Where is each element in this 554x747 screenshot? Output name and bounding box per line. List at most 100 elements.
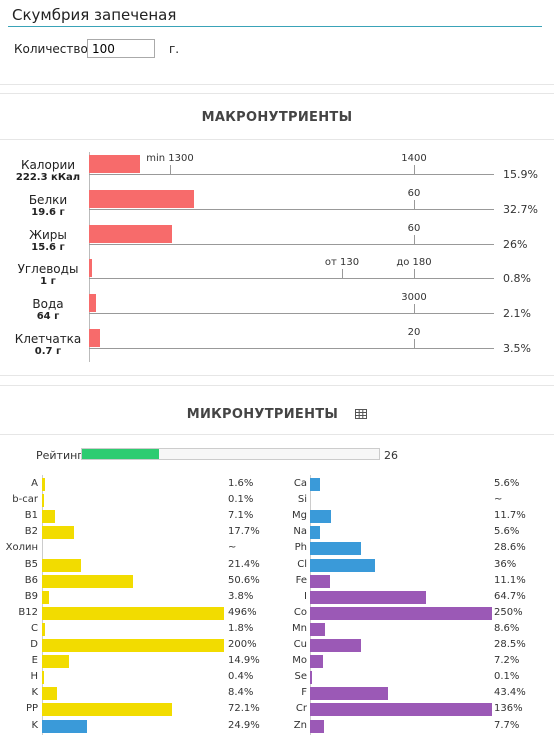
micro-label: B12 <box>18 606 38 618</box>
micro-label: B6 <box>24 574 38 586</box>
macro-section-title: МАКРОНУТРИЕНТЫ <box>201 110 353 125</box>
micro-label: Fe <box>295 574 307 586</box>
rating-bar-fill <box>82 449 160 459</box>
micro-percent: ~ <box>494 494 503 506</box>
micro-percent: 7.7% <box>494 719 520 731</box>
micro-bar <box>310 510 332 524</box>
macro-tick-label: от 130 <box>324 257 360 269</box>
micro-label: K <box>31 687 38 699</box>
macro-baseline <box>89 208 494 210</box>
micro-percent: 136% <box>494 703 523 715</box>
micro-bar <box>42 703 172 717</box>
micro-label: B5 <box>24 558 38 570</box>
macro-name: Калории <box>20 158 76 172</box>
macro-tick-label: 20 <box>407 327 421 338</box>
micro-label: Se <box>294 671 308 683</box>
micro-percent: 200% <box>228 639 257 650</box>
table-view-icon[interactable] <box>355 409 368 419</box>
micro-label: I <box>304 590 307 602</box>
micro-label: A <box>31 478 38 489</box>
macro-baseline <box>89 348 494 349</box>
micro-bar <box>310 478 321 491</box>
macro-baseline <box>89 243 494 245</box>
macro-axis <box>89 152 90 362</box>
macro-tick <box>414 339 415 348</box>
micro-percent: 0.4% <box>228 671 254 683</box>
micro-bar <box>42 622 46 636</box>
micro-label: Mo <box>292 655 307 667</box>
micro-label: D <box>30 639 38 650</box>
micro-percent: 3.8% <box>228 590 254 602</box>
macro-tick <box>342 269 343 279</box>
micro-percent: 1.6% <box>228 478 254 489</box>
macro-percent: 0.8% <box>503 272 531 286</box>
micro-bar <box>42 574 134 588</box>
micro-label: B1 <box>24 510 38 522</box>
micro-percent: 21.4% <box>228 558 260 570</box>
macro-baseline <box>89 174 494 175</box>
micro-label: Cr <box>295 703 307 715</box>
micro-bar <box>310 542 362 556</box>
micro-percent: 250% <box>494 606 523 618</box>
micro-bar <box>42 655 69 669</box>
macro-percent: 32.7% <box>503 202 538 216</box>
micro-bar <box>310 655 323 669</box>
micro-percent: 8.6% <box>494 622 520 634</box>
separator <box>0 93 554 94</box>
micro-percent: 0.1% <box>494 671 520 683</box>
macro-label-3: Углеводы 1 г <box>13 263 83 288</box>
micro-label: Mn <box>292 622 307 634</box>
quantity-input[interactable] <box>87 39 155 58</box>
micro-label: Si <box>297 494 307 506</box>
micro-percent: 72.1% <box>228 703 260 715</box>
micro-percent: 28.5% <box>494 639 526 650</box>
micro-bar <box>42 590 49 604</box>
micro-label: PP <box>25 703 38 715</box>
micro-percent: 28.6% <box>494 542 526 554</box>
macro-bar <box>89 189 194 208</box>
micro-label: K <box>31 719 38 731</box>
micro-bar <box>310 606 492 620</box>
micro-label: E <box>31 655 38 667</box>
macro-baseline <box>89 313 494 315</box>
macro-tick-label: 60 <box>407 222 421 234</box>
macro-amount: 0.7 г <box>34 346 62 357</box>
macro-name: Жиры <box>29 227 67 242</box>
micro-label: Na <box>293 526 307 538</box>
micro-bar <box>42 606 224 620</box>
micro-percent: 11.7% <box>494 510 526 522</box>
micro-bar <box>310 590 427 604</box>
micro-bar <box>42 478 45 491</box>
micro-percent: 5.6% <box>494 526 520 538</box>
macro-bar <box>89 329 101 347</box>
micro-label: F <box>301 687 307 699</box>
macro-tick-label: min 1300 <box>146 153 194 164</box>
micro-bar <box>42 526 74 540</box>
separator <box>0 375 554 376</box>
separator <box>0 385 554 386</box>
quantity-unit: г. <box>169 42 180 56</box>
macro-tick <box>414 199 415 209</box>
macro-tick-label: до 180 <box>396 257 432 269</box>
micro-section-title: МИКРОНУТРИЕНТЫ <box>186 407 339 422</box>
micro-label: Ph <box>294 542 307 554</box>
micro-percent: 17.7% <box>228 526 260 538</box>
micro-percent: 36% <box>494 558 517 570</box>
micro-axis <box>310 475 311 735</box>
macro-tick <box>414 269 415 279</box>
macro-tick <box>414 165 415 174</box>
macro-percent: 15.9% <box>503 168 538 181</box>
micro-percent: 64.7% <box>494 590 526 602</box>
macro-percent: 2.1% <box>503 307 531 321</box>
micro-label: H <box>30 671 38 683</box>
micro-percent: 50.6% <box>228 574 260 586</box>
micro-label: b-car <box>12 494 38 506</box>
micro-percent: 14.9% <box>228 655 260 667</box>
macro-amount: 15.6 г <box>31 241 65 253</box>
macro-tick-label: 60 <box>407 187 421 199</box>
micro-bar <box>310 671 312 685</box>
rating-bar <box>81 448 380 460</box>
micro-axis <box>42 475 43 735</box>
separator <box>0 139 554 140</box>
micro-bar <box>310 639 362 652</box>
